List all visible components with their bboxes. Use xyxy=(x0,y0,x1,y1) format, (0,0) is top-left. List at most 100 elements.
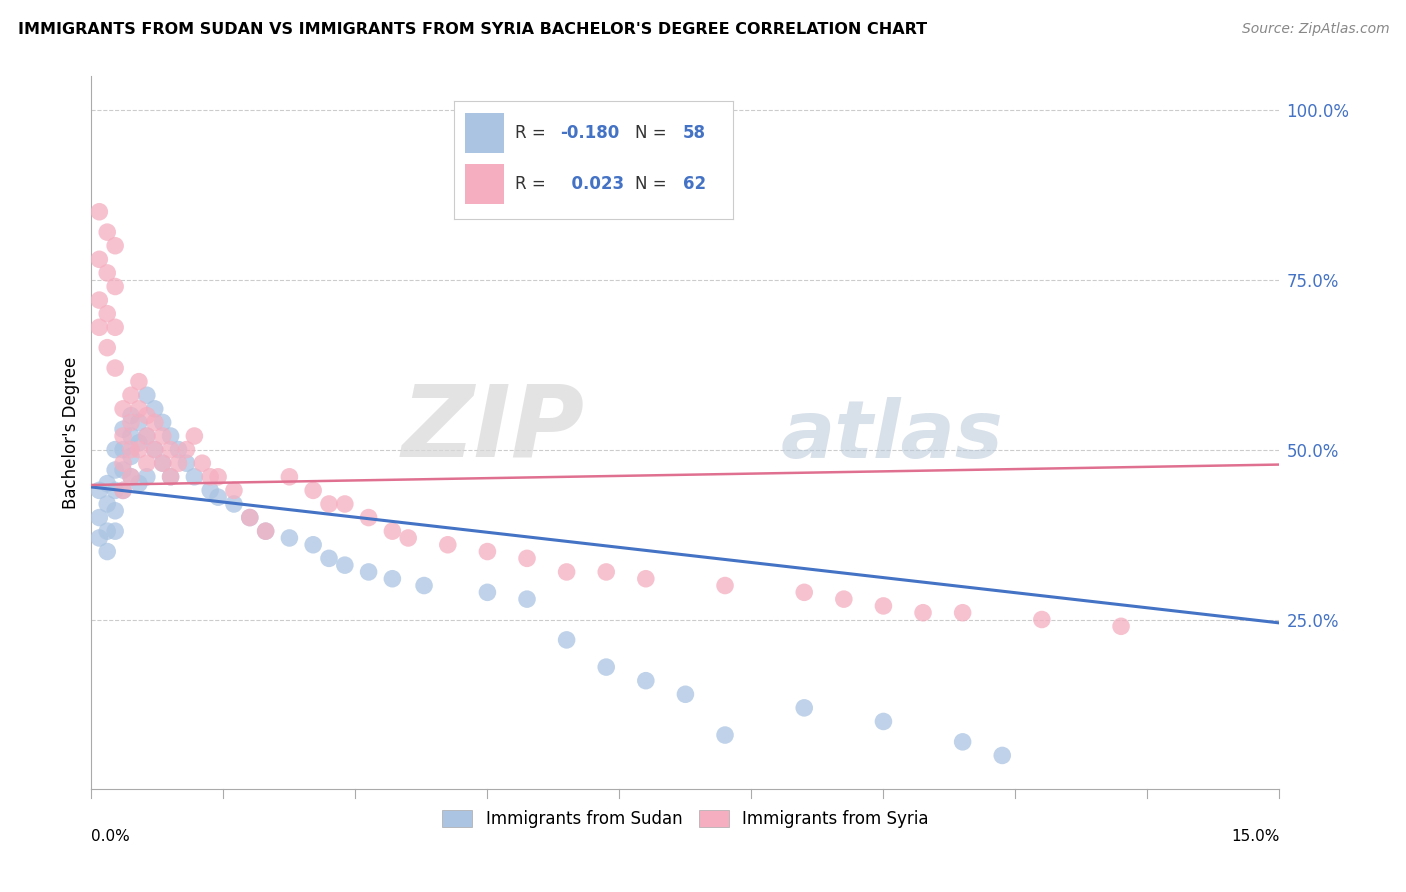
Point xyxy=(135,409,157,423)
Point xyxy=(673,687,696,701)
Point xyxy=(278,531,301,545)
Point xyxy=(278,470,301,484)
Point xyxy=(333,558,356,573)
Point xyxy=(318,551,340,566)
Point xyxy=(135,429,157,443)
Point xyxy=(120,442,142,457)
Point xyxy=(152,416,174,430)
Point xyxy=(167,442,190,457)
Point xyxy=(872,714,894,729)
Point xyxy=(634,673,657,688)
Point xyxy=(333,497,356,511)
Text: ZIP: ZIP xyxy=(402,381,585,477)
Point xyxy=(89,252,111,267)
Point xyxy=(1031,613,1053,627)
Point xyxy=(96,341,118,355)
Point xyxy=(516,551,538,566)
Point xyxy=(159,470,181,484)
Point xyxy=(128,375,150,389)
Point xyxy=(143,442,166,457)
Point xyxy=(120,470,142,484)
Point xyxy=(239,510,262,524)
Y-axis label: Bachelor's Degree: Bachelor's Degree xyxy=(62,357,80,508)
Point xyxy=(143,416,166,430)
Point xyxy=(555,565,578,579)
Point xyxy=(714,578,737,592)
Point xyxy=(112,401,135,416)
Point xyxy=(104,320,127,334)
Point xyxy=(120,409,142,423)
Legend: Immigrants from Sudan, Immigrants from Syria: Immigrants from Sudan, Immigrants from S… xyxy=(436,803,935,835)
Point xyxy=(222,483,245,498)
Point xyxy=(120,429,142,443)
Point xyxy=(89,293,111,307)
Text: IMMIGRANTS FROM SUDAN VS IMMIGRANTS FROM SYRIA BACHELOR'S DEGREE CORRELATION CHA: IMMIGRANTS FROM SUDAN VS IMMIGRANTS FROM… xyxy=(18,22,928,37)
Point xyxy=(952,606,974,620)
Point xyxy=(96,266,118,280)
Point xyxy=(112,429,135,443)
Point xyxy=(793,585,815,599)
Point xyxy=(191,456,214,470)
Point xyxy=(96,476,118,491)
Text: 0.0%: 0.0% xyxy=(91,829,131,844)
Point xyxy=(128,435,150,450)
Point xyxy=(200,483,222,498)
Point xyxy=(516,592,538,607)
Point xyxy=(413,578,436,592)
Point xyxy=(302,483,325,498)
Point xyxy=(112,456,135,470)
Point xyxy=(128,442,150,457)
Point xyxy=(143,442,166,457)
Point xyxy=(135,429,157,443)
Point xyxy=(159,442,181,457)
Point xyxy=(159,429,181,443)
Point xyxy=(89,204,111,219)
Point xyxy=(793,701,815,715)
Point xyxy=(112,483,135,498)
Point xyxy=(143,401,166,416)
Point xyxy=(135,470,157,484)
Point xyxy=(159,470,181,484)
Point xyxy=(634,572,657,586)
Point xyxy=(89,483,111,498)
Point xyxy=(120,416,142,430)
Point xyxy=(254,524,277,538)
Point xyxy=(872,599,894,613)
Point xyxy=(357,510,380,524)
Text: atlas: atlas xyxy=(780,397,1004,475)
Point xyxy=(302,538,325,552)
Point xyxy=(832,592,855,607)
Point xyxy=(112,463,135,477)
Point xyxy=(176,456,198,470)
Point xyxy=(555,632,578,647)
Point xyxy=(104,483,127,498)
Point xyxy=(96,225,118,239)
Point xyxy=(120,470,142,484)
Text: 15.0%: 15.0% xyxy=(1232,829,1279,844)
Point xyxy=(991,748,1014,763)
Point xyxy=(96,544,118,558)
Point xyxy=(381,524,404,538)
Point xyxy=(1109,619,1132,633)
Point xyxy=(911,606,934,620)
Point xyxy=(167,456,190,470)
Point xyxy=(89,510,111,524)
Text: Source: ZipAtlas.com: Source: ZipAtlas.com xyxy=(1241,22,1389,37)
Point xyxy=(120,388,142,402)
Point xyxy=(222,497,245,511)
Point xyxy=(595,565,617,579)
Point xyxy=(152,429,174,443)
Point xyxy=(96,307,118,321)
Point xyxy=(112,422,135,436)
Point xyxy=(318,497,340,511)
Point xyxy=(183,470,205,484)
Point xyxy=(396,531,419,545)
Point xyxy=(436,538,458,552)
Point xyxy=(104,442,127,457)
Point xyxy=(128,401,150,416)
Point xyxy=(239,510,262,524)
Point xyxy=(128,416,150,430)
Point xyxy=(477,585,499,599)
Point xyxy=(952,735,974,749)
Point xyxy=(96,497,118,511)
